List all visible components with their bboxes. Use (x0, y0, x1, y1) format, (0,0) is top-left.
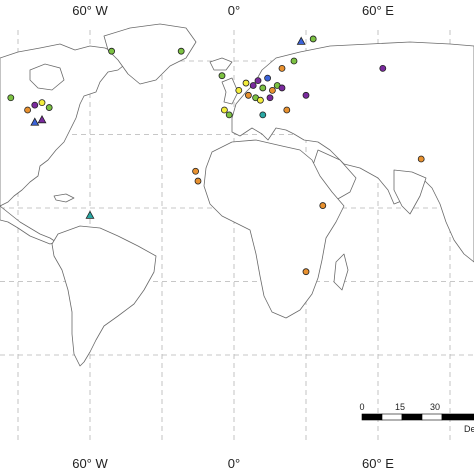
site-marker-circle (235, 87, 243, 94)
scale-bar-unit: De (464, 424, 474, 434)
lon-label-bottom: 60° E (362, 456, 394, 471)
site-marker-circle (256, 96, 264, 104)
scale-bar-label-15: 15 (395, 402, 405, 412)
site-marker-circle (225, 111, 233, 119)
north-america-landmass (0, 43, 129, 207)
scale-bar-segment (401, 413, 423, 421)
madagascar-landmass (333, 253, 349, 291)
site-marker-circle (108, 47, 115, 55)
site-marker-circle (24, 106, 32, 114)
site-marker-circle (7, 94, 15, 102)
site-marker-circle (259, 84, 267, 92)
site-marker-circle (45, 104, 53, 111)
site-marker-triangle (30, 117, 40, 126)
site-marker-circle (268, 87, 276, 94)
lon-label-top: 60° W (72, 3, 108, 18)
site-marker-circle (218, 72, 226, 80)
site-marker-circle (192, 167, 200, 175)
site-markers (7, 35, 425, 276)
site-marker-circle (278, 64, 286, 72)
site-marker-circle (302, 91, 310, 99)
site-marker-circle (259, 111, 267, 119)
south-america-landmass (51, 225, 157, 367)
landmasses (0, 23, 474, 367)
site-marker-circle (254, 77, 262, 84)
iceland-landmass (209, 57, 233, 71)
site-marker-circle (302, 268, 310, 276)
site-marker-circle (220, 106, 228, 114)
scale-bar-segment (361, 413, 383, 421)
africa-landmass (203, 139, 345, 319)
site-marker-circle (278, 84, 286, 92)
site-marker-circle (244, 91, 252, 99)
site-marker-triangle (37, 114, 47, 124)
site-marker-circle (290, 57, 298, 65)
british-isles (221, 77, 239, 105)
scale-bar-segment (421, 413, 443, 421)
site-marker-circle (417, 155, 425, 163)
site-marker-circle (266, 94, 274, 102)
site-marker-circle (242, 79, 250, 87)
site-marker-circle (194, 177, 202, 185)
scale-bar-segment (381, 413, 403, 421)
site-marker-circle (177, 47, 185, 55)
india-subcontinent (393, 169, 427, 215)
lon-label-top: 0° (228, 3, 240, 18)
hudson-bay (29, 63, 65, 91)
longitude-tick-labels: 60° W 0° 60° E 60° W 0° 60° E (72, 3, 394, 471)
site-marker-circle (31, 101, 39, 109)
lon-label-top: 60° E (362, 3, 394, 18)
site-marker-circle (319, 202, 327, 209)
lon-label-bottom: 60° W (72, 456, 108, 471)
site-marker-circle (283, 106, 291, 114)
site-marker-circle (38, 99, 46, 107)
scale-bar-label-30: 30 (430, 402, 440, 412)
scale-bar-segment (441, 413, 474, 421)
site-marker-circle (249, 82, 257, 89)
site-marker-circle (379, 64, 387, 72)
site-marker-circle (264, 74, 272, 82)
lon-label-bottom: 0° (228, 456, 240, 471)
scale-bar: 0 15 30 De (359, 402, 474, 434)
greenland-landmass (103, 23, 197, 85)
site-marker-triangle (296, 36, 306, 45)
caribbean-islands (53, 193, 75, 203)
site-marker-circle (309, 35, 317, 43)
scale-bar-label-0: 0 (359, 402, 364, 412)
site-marker-triangle (85, 210, 95, 219)
